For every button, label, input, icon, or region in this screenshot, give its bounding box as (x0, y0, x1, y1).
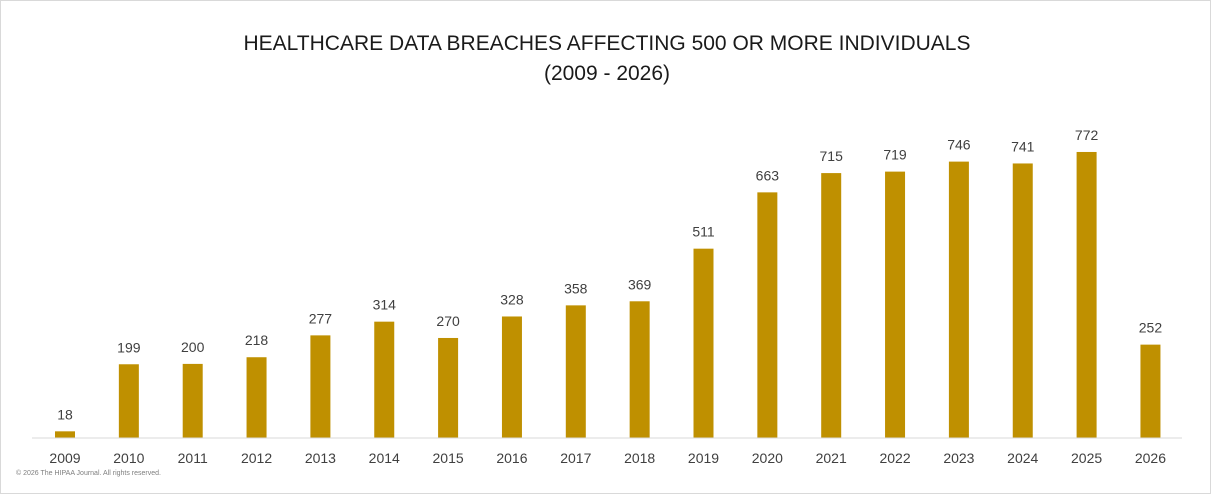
bar-2011 (182, 363, 203, 438)
bar-2022 (885, 171, 906, 439)
x-tick-label-2009: 2009 (49, 450, 80, 466)
chart-title: HEALTHCARE DATA BREACHES AFFECTING 500 O… (244, 32, 971, 55)
bar-2016 (501, 316, 522, 438)
x-tick-label-2011: 2011 (178, 450, 208, 466)
bar-2019 (693, 248, 714, 438)
x-tick-label-2015: 2015 (433, 450, 464, 466)
value-label-2011: 200 (181, 339, 205, 355)
value-label-2023: 746 (947, 137, 971, 153)
value-label-2012: 218 (245, 332, 269, 348)
bar-2013 (310, 335, 331, 438)
bar-2009 (55, 431, 75, 438)
value-label-2021: 715 (820, 148, 844, 164)
bar-2012 (246, 357, 267, 438)
x-tick-label-2018: 2018 (624, 450, 655, 466)
bar-2017 (565, 305, 586, 438)
x-tick-label-2010: 2010 (113, 450, 144, 466)
x-tick-label-2019: 2019 (688, 450, 719, 466)
bars-layer (55, 151, 1161, 439)
x-tick-label-2024: 2024 (1007, 450, 1038, 466)
value-label-2018: 369 (628, 276, 652, 292)
bar-2025 (1076, 151, 1097, 438)
bar-2026 (1140, 344, 1161, 438)
value-label-2013: 277 (309, 310, 333, 326)
x-tick-label-2020: 2020 (752, 450, 783, 466)
bar-2023 (948, 161, 969, 439)
bar-2014 (374, 321, 395, 438)
x-tick-label-2021: 2021 (816, 450, 847, 466)
value-label-2016: 328 (500, 291, 524, 307)
value-label-2026: 252 (1139, 320, 1163, 336)
x-tick-label-2012: 2012 (241, 450, 272, 466)
x-tick-label-2013: 2013 (305, 450, 336, 466)
bar-2018 (629, 301, 650, 438)
bar-2010 (118, 364, 139, 438)
x-tick-label-2017: 2017 (560, 450, 591, 466)
value-label-2024: 741 (1011, 138, 1035, 154)
x-tick-label-2016: 2016 (496, 450, 527, 466)
value-label-2022: 719 (883, 147, 907, 163)
x-tick-label-2025: 2025 (1071, 450, 1102, 466)
bar-2015 (438, 337, 459, 438)
copyright-text: © 2026 The HIPAA Journal. All rights res… (16, 469, 161, 477)
value-label-2009: 18 (57, 406, 73, 422)
x-tick-label-2026: 2026 (1135, 450, 1166, 466)
x-tick-labels-layer: 2009 2010 2011 2012 2013 2014 2015 2016 2017 2018… (49, 450, 1166, 466)
x-tick-label-2014: 2014 (369, 450, 400, 466)
value-label-2019: 511 (692, 224, 715, 240)
x-tick-label-2023: 2023 (943, 450, 974, 466)
value-label-2014: 314 (373, 297, 397, 313)
x-tick-label-2022: 2022 (879, 450, 910, 466)
value-label-2025: 772 (1075, 127, 1099, 143)
chart-subtitle: (2009 - 2026) (544, 62, 670, 85)
value-label-2017: 358 (564, 280, 588, 296)
bar-2024 (1012, 163, 1033, 438)
value-label-2010: 199 (117, 339, 141, 355)
value-labels-layer: 18 199 200 218 277 314 270 328 358 369 511 663 715 71… (57, 127, 1162, 422)
value-label-2020: 663 (756, 167, 780, 183)
value-label-2015: 270 (436, 313, 460, 329)
bar-2021 (821, 173, 842, 438)
bar-2020 (757, 192, 778, 438)
